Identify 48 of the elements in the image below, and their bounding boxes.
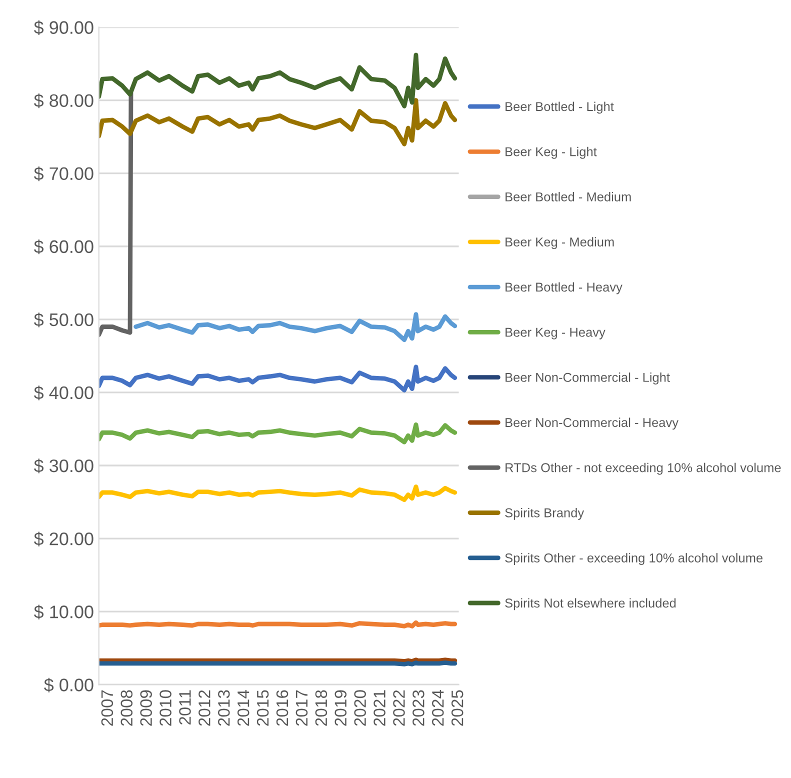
x-tick-label: 2014 xyxy=(237,690,250,726)
y-tick-label: $ 90.00 xyxy=(34,20,94,36)
x-tick-label: 2015 xyxy=(256,690,269,726)
y-tick-label: $ 40.00 xyxy=(34,386,94,400)
x-tick-label: 2017 xyxy=(296,690,308,726)
x-tick-label: 2023 xyxy=(412,690,424,726)
x-tick-label: 2010 xyxy=(160,690,172,726)
y-tick-label: $ 10.00 xyxy=(34,604,94,620)
x-tick-label: 2018 xyxy=(315,690,328,726)
legend-label: Beer Bottled - Light xyxy=(506,102,614,114)
x-tick-label: 2011 xyxy=(179,690,191,725)
x-tick-label: 2024 xyxy=(432,690,444,726)
legend-label: Beer Keg - Medium xyxy=(506,237,614,250)
line-series xyxy=(98,364,458,392)
legend-label: Spirits Not elsewhere included xyxy=(505,598,676,610)
legend-label: Beer Non-Commercial - Light xyxy=(506,372,670,384)
y-tick-label: $ 0.00 xyxy=(44,678,94,692)
y-tick-label: $ 30.00 xyxy=(34,458,94,474)
legend-label: RTDs Other - not exceeding 10% alcohol volume xyxy=(506,462,781,475)
y-tick-label: $ 80.00 xyxy=(34,93,94,108)
legend-label: Beer Bottled - Medium xyxy=(506,192,631,202)
x-tick-label: 2020 xyxy=(354,690,366,726)
line-series xyxy=(98,90,134,337)
legend-label: Beer Non-Commercial - Heavy xyxy=(506,418,678,430)
x-tick-label: 2019 xyxy=(334,690,347,726)
x-tick-label: 2016 xyxy=(276,690,288,726)
legend-label: Beer Bottled - Heavy xyxy=(506,282,622,294)
line-series xyxy=(98,484,458,502)
legend-label: Spirits Brandy xyxy=(505,508,584,520)
line-series xyxy=(98,422,458,444)
x-tick-label: 2025 xyxy=(451,690,464,726)
x-tick-label: 2021 xyxy=(374,690,386,726)
line-series xyxy=(134,312,458,342)
legend-label: Spirits Other - exceeding 10% alcohol volume xyxy=(505,553,763,565)
x-tick-label: 2013 xyxy=(218,690,230,726)
y-tick-label: $ 70.00 xyxy=(34,166,94,182)
y-tick-label: $ 20.00 xyxy=(34,532,94,546)
legend-label: Beer Keg - Light xyxy=(506,146,597,159)
y-tick-label: $ 50.00 xyxy=(34,312,94,328)
x-tick-label: 2007 xyxy=(101,690,114,726)
x-tick-label: 2012 xyxy=(198,690,210,726)
x-tick-label: 2022 xyxy=(393,690,405,726)
legend-label: Beer Keg - Heavy xyxy=(506,328,606,340)
line-series xyxy=(98,52,458,108)
y-tick-label: $ 60.00 xyxy=(34,240,94,254)
line-series xyxy=(98,98,458,146)
x-tick-label: 2008 xyxy=(120,690,133,726)
x-tick-label: 2009 xyxy=(140,690,152,726)
